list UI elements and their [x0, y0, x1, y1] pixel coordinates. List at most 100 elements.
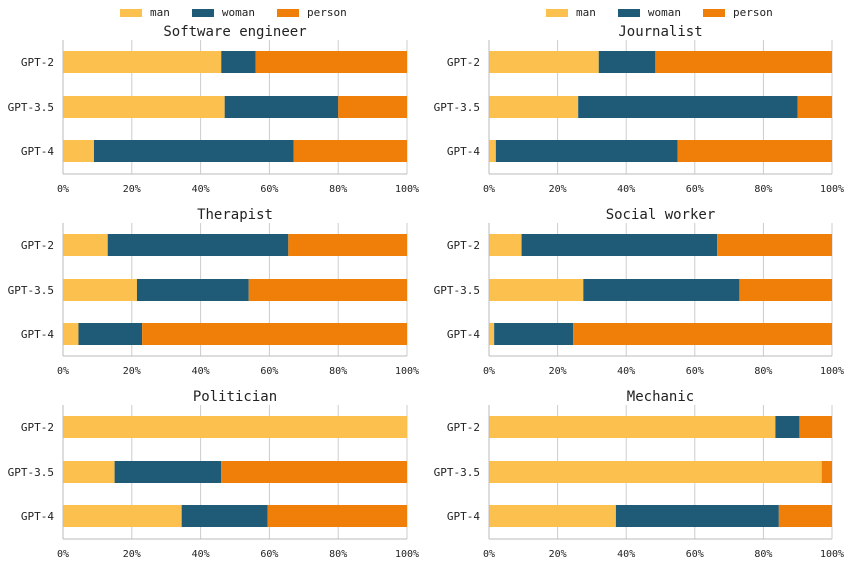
category-label: GPT-4	[447, 145, 480, 158]
bar-woman-gpt-3-5	[114, 461, 222, 483]
x-tick-label: 20%	[123, 184, 141, 195]
bar-woman-gpt-3-5	[136, 279, 249, 301]
x-tick-label: 0%	[57, 184, 69, 195]
bar-person-gpt-4	[267, 505, 407, 527]
bar-man-gpt-2	[63, 234, 108, 256]
category-label: GPT-3.5	[434, 101, 480, 114]
bar-man-gpt-4	[63, 140, 94, 162]
bar-man-gpt-2	[489, 234, 522, 256]
legend-swatch-man	[546, 8, 568, 17]
legend-item-woman: woman	[617, 6, 681, 19]
legend-item-person: person	[277, 6, 347, 19]
category-label: GPT-4	[447, 328, 480, 341]
bar-man-gpt-3-5	[489, 279, 584, 301]
x-tick-label: 60%	[686, 184, 704, 195]
legend-label-person: person	[307, 6, 347, 19]
category-label: GPT-4	[21, 145, 54, 158]
bar-man-gpt-4	[489, 323, 495, 345]
x-tick-label: 40%	[192, 184, 210, 195]
bar-woman-gpt-2	[221, 51, 256, 73]
x-tick-label: 80%	[329, 549, 347, 560]
bar-woman-gpt-4	[495, 140, 678, 162]
bar-woman-gpt-3-5	[578, 96, 798, 118]
chart-title: Mechanic	[627, 389, 694, 405]
x-tick-label: 80%	[754, 366, 772, 377]
x-tick-label: 60%	[260, 184, 278, 195]
legend-swatch-woman	[191, 8, 214, 17]
bar-man-gpt-3-5	[63, 279, 137, 301]
bar-man-gpt-4	[489, 140, 496, 162]
bar-man-gpt-3-5	[489, 96, 579, 118]
bar-man-gpt-2	[489, 416, 776, 438]
x-tick-label: 40%	[617, 549, 635, 560]
legend-item-person: person	[703, 6, 773, 19]
category-label: GPT-2	[447, 421, 480, 434]
x-tick-label: 20%	[549, 549, 567, 560]
x-tick-label: 100%	[395, 549, 419, 560]
chart-title: Social worker	[606, 207, 716, 223]
x-tick-label: 80%	[754, 184, 772, 195]
x-tick-label: 60%	[686, 366, 704, 377]
category-label: GPT-3.5	[8, 284, 54, 297]
chart-title: Politician	[193, 389, 277, 405]
bar-woman-gpt-4	[494, 323, 574, 345]
bar-woman-gpt-2	[521, 234, 718, 256]
legend-label-man: man	[150, 6, 170, 19]
category-label: GPT-2	[21, 239, 54, 252]
legend-left: man woman person	[120, 6, 347, 19]
x-tick-label: 20%	[123, 366, 141, 377]
chart-title: Software engineer	[163, 24, 306, 40]
x-tick-label: 100%	[820, 366, 844, 377]
legend-label-woman: woman	[647, 6, 681, 19]
bar-woman-gpt-2	[775, 416, 800, 438]
x-tick-label: 40%	[192, 549, 210, 560]
legend-item-man: man	[546, 6, 596, 19]
bar-person-gpt-2	[655, 51, 832, 73]
x-tick-label: 100%	[395, 184, 419, 195]
bar-person-gpt-4	[573, 323, 832, 345]
x-tick-label: 0%	[483, 366, 495, 377]
chart-title: Therapist	[197, 207, 273, 223]
bar-person-gpt-4	[778, 505, 832, 527]
legend-label-woman: woman	[221, 6, 255, 19]
category-label: GPT-3.5	[8, 466, 54, 479]
legend-swatch-person	[703, 8, 725, 17]
bar-person-gpt-4	[677, 140, 832, 162]
bar-woman-gpt-2	[107, 234, 289, 256]
bar-woman-gpt-4	[615, 505, 779, 527]
x-tick-label: 60%	[686, 549, 704, 560]
legend-item-woman: woman	[191, 6, 255, 19]
category-label: GPT-4	[21, 328, 54, 341]
legend-item-man: man	[120, 6, 170, 19]
bar-person-gpt-3-5	[821, 461, 832, 483]
x-tick-label: 0%	[483, 184, 495, 195]
legend-swatch-man	[120, 8, 142, 17]
category-label: GPT-2	[447, 239, 480, 252]
bar-person-gpt-2	[288, 234, 407, 256]
category-label: GPT-2	[21, 421, 54, 434]
category-label: GPT-2	[447, 56, 480, 69]
bar-person-gpt-3-5	[248, 279, 407, 301]
bar-person-gpt-3-5	[739, 279, 832, 301]
legend-swatch-person	[277, 8, 299, 17]
category-label: GPT-3.5	[434, 466, 480, 479]
chart-title: Journalist	[618, 24, 702, 40]
category-label: GPT-4	[447, 510, 480, 523]
bar-man-gpt-3-5	[489, 461, 822, 483]
bar-man-gpt-2	[63, 416, 407, 438]
bar-man-gpt-2	[63, 51, 222, 73]
bar-man-gpt-2	[489, 51, 599, 73]
bar-person-gpt-3-5	[221, 461, 407, 483]
legend-label-person: person	[733, 6, 773, 19]
category-label: GPT-2	[21, 56, 54, 69]
x-tick-label: 40%	[617, 184, 635, 195]
x-tick-label: 80%	[754, 549, 772, 560]
bar-person-gpt-2	[717, 234, 832, 256]
category-label: GPT-3.5	[8, 101, 54, 114]
bar-man-gpt-4	[63, 505, 182, 527]
x-tick-label: 60%	[260, 366, 278, 377]
x-tick-label: 0%	[483, 549, 495, 560]
bar-person-gpt-3-5	[338, 96, 407, 118]
x-tick-label: 100%	[820, 184, 844, 195]
